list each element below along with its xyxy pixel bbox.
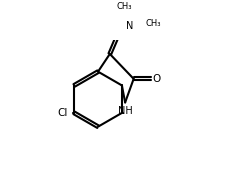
Text: NH: NH <box>118 106 133 116</box>
Text: O: O <box>152 74 160 84</box>
Text: Cl: Cl <box>57 108 68 118</box>
Text: N: N <box>126 22 133 31</box>
Text: CH₃: CH₃ <box>116 2 132 11</box>
Text: CH₃: CH₃ <box>145 19 161 28</box>
